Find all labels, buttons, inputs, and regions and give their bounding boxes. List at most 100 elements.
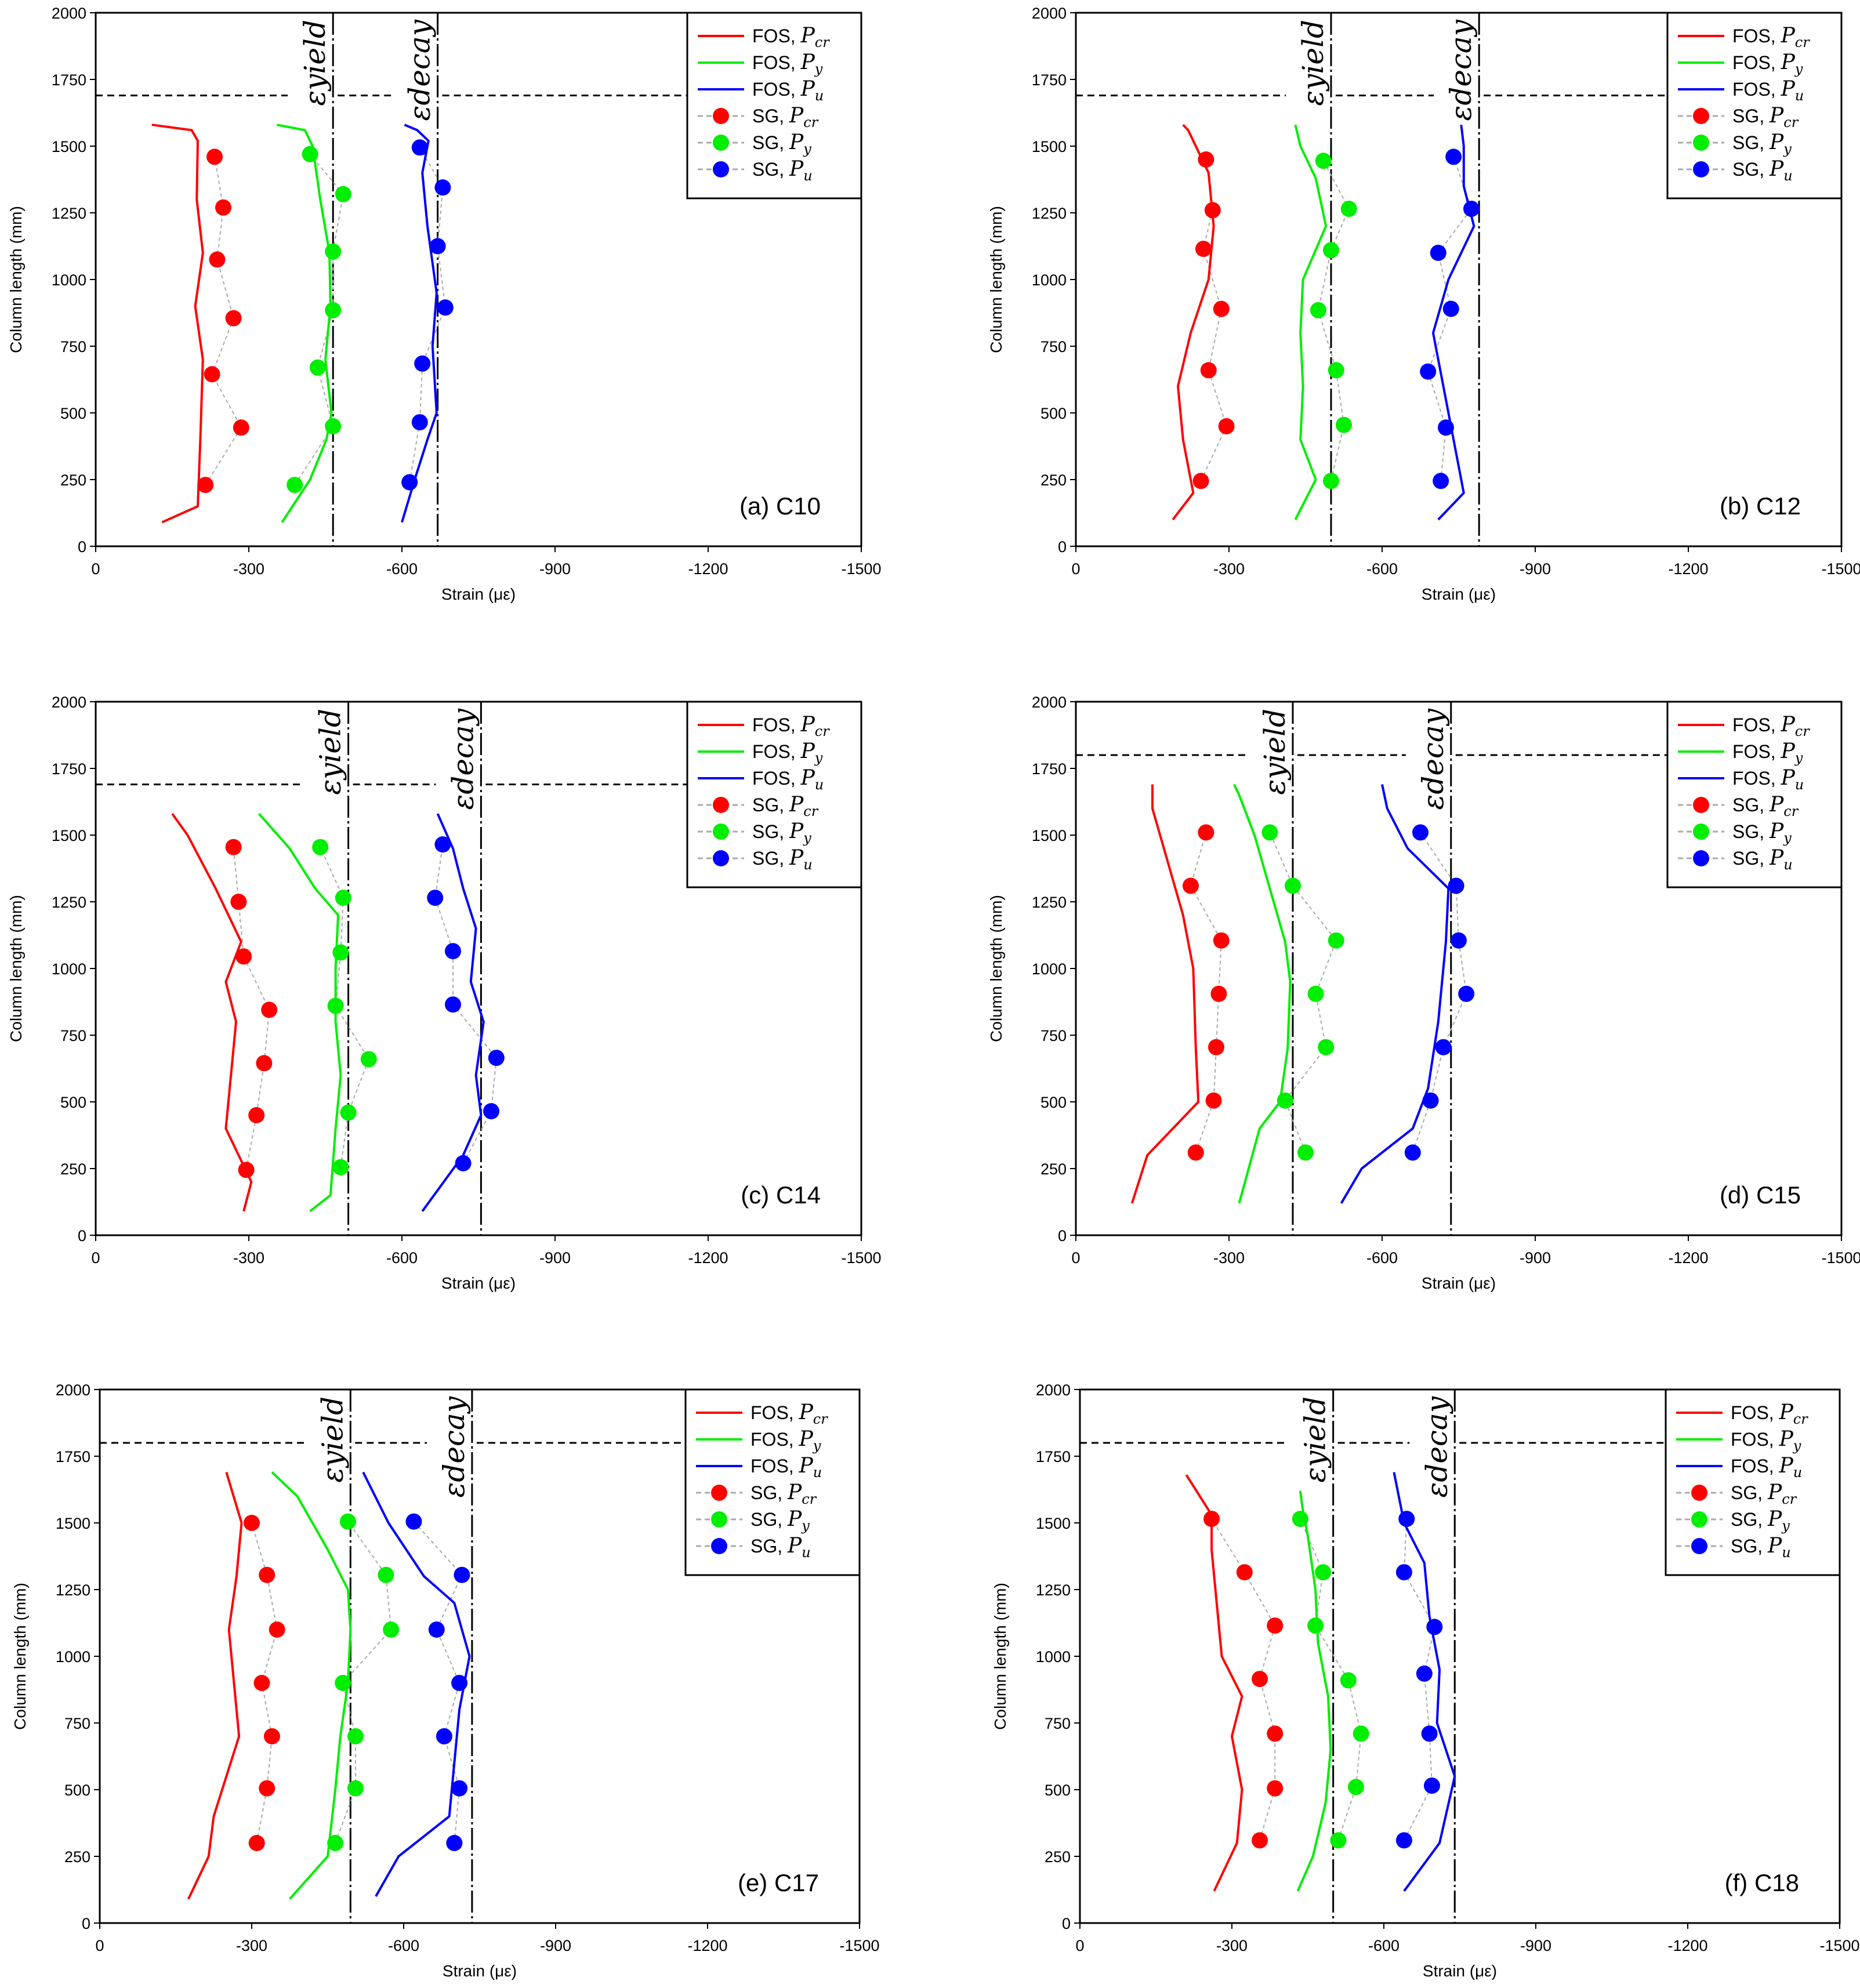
- legend-subscript: cr: [815, 34, 830, 50]
- y-tick-label: 750: [1040, 1027, 1067, 1044]
- eps-decay-label: εdecay: [1420, 1396, 1453, 1497]
- y-tick-label: 1750: [52, 71, 86, 89]
- x-tick-label: 0: [95, 1937, 104, 1954]
- legend-marker-swatch: [713, 161, 729, 177]
- legend-marker-swatch: [711, 1485, 727, 1501]
- panel-label: (b) C12: [1720, 492, 1801, 520]
- sg-point-cr: [1192, 473, 1209, 489]
- legend-symbol: P: [787, 1481, 802, 1504]
- legend-subscript: y: [1794, 750, 1803, 766]
- x-tick-label: -1500: [1821, 1249, 1860, 1267]
- y-tick-label: 1250: [56, 1581, 90, 1599]
- sg-point-y: [1330, 1832, 1347, 1849]
- sg-point-y: [302, 146, 318, 162]
- sg-point-y: [335, 186, 351, 202]
- sg-point-u: [1445, 148, 1462, 165]
- legend-marker-swatch: [1691, 1511, 1707, 1528]
- chart-panel: 0 -300 -600 -900 -1200 -1500 0 250 500 750 1000 125…: [7, 694, 882, 1292]
- legend-symbol: P: [799, 1454, 814, 1478]
- x-axis-label: Strain (με): [1423, 1962, 1497, 1980]
- sg-point-y: [1353, 1725, 1369, 1742]
- sg-point-y: [1261, 824, 1278, 841]
- y-tick-label: 750: [64, 1715, 90, 1732]
- legend-subscript: cr: [1783, 114, 1799, 130]
- legend-symbol: P: [1769, 104, 1784, 128]
- legend-subscript: cr: [1783, 803, 1799, 819]
- sg-point-y: [325, 302, 342, 318]
- legend-label: SG, Pu: [752, 846, 813, 873]
- sg-point-y: [327, 997, 344, 1014]
- legend-symbol: P: [789, 157, 804, 181]
- fos-curve-y: [258, 812, 342, 1213]
- x-tick-label: -1200: [1667, 1937, 1707, 1954]
- legend-subscript: y: [1794, 61, 1803, 77]
- legend-label: FOS, Py: [752, 739, 823, 766]
- y-axis-label: Column length (mm): [987, 895, 1005, 1042]
- x-tick-label: 0: [1071, 560, 1080, 578]
- sg-point-y: [332, 1159, 349, 1176]
- legend-symbol: P: [789, 104, 804, 128]
- sg-point-y: [1336, 416, 1352, 433]
- sg-point-cr: [1204, 202, 1221, 219]
- y-tick-label: 1500: [1032, 138, 1067, 155]
- legend-symbol: P: [1769, 130, 1784, 154]
- sg-point-cr: [1198, 824, 1214, 841]
- sg-point-cr: [233, 419, 249, 436]
- sg-point-u: [429, 238, 446, 255]
- panel-label: (e) C17: [738, 1869, 819, 1896]
- legend-marker-swatch: [1691, 1485, 1707, 1501]
- legend-label: SG, Pu: [750, 1534, 811, 1561]
- sg-point-cr: [1195, 241, 1212, 257]
- x-tick-label: -1500: [1819, 1937, 1859, 1954]
- sg-point-cr: [209, 251, 226, 268]
- legend-subscript: u: [1795, 777, 1804, 793]
- y-tick-label: 750: [60, 1027, 86, 1044]
- x-tick-label: -1200: [1668, 560, 1708, 578]
- legend-marker-swatch: [711, 1538, 727, 1554]
- eps-decay-label: εdecay: [437, 1396, 471, 1497]
- y-tick-label: 1500: [56, 1515, 90, 1532]
- sg-point-y: [335, 890, 351, 906]
- y-tick-label: 1000: [56, 1648, 90, 1666]
- sg-point-y: [325, 418, 342, 434]
- plot-frame: [95, 701, 862, 1236]
- legend-symbol: P: [1769, 793, 1784, 817]
- legend-symbol: P: [789, 819, 804, 843]
- legend-subscript: u: [813, 1464, 822, 1481]
- legend-symbol: P: [1769, 157, 1784, 181]
- sg-point-cr: [1252, 1832, 1268, 1849]
- y-tick-label: 500: [1040, 1094, 1067, 1111]
- legend-label: FOS, Py: [1731, 1427, 1801, 1454]
- y-axis-label: Column length (mm): [7, 206, 25, 353]
- legend-label: FOS, Pu: [752, 766, 824, 793]
- sg-point-u: [488, 1050, 505, 1066]
- sg-point-cr: [1267, 1725, 1283, 1742]
- legend-subscript: u: [1782, 1544, 1790, 1561]
- sg-point-cr: [248, 1835, 265, 1851]
- y-tick-label: 1500: [52, 827, 86, 844]
- x-tick-label: -600: [1366, 1249, 1398, 1267]
- sg-point-u: [411, 139, 428, 156]
- sg-point-u: [483, 1103, 499, 1120]
- y-tick-label: 1250: [52, 205, 86, 222]
- y-axis-label: Column length (mm): [11, 1583, 29, 1730]
- sg-point-u: [437, 299, 454, 316]
- legend-symbol: P: [799, 1401, 814, 1424]
- sg-point-u: [428, 1621, 445, 1638]
- sg-point-u: [1412, 824, 1428, 841]
- legend-label: FOS, Pcr: [752, 24, 830, 50]
- plot-frame: [1075, 701, 1843, 1236]
- fos-curve-cr: [1172, 124, 1215, 521]
- sg-point-y: [1340, 201, 1357, 217]
- sg-point-cr: [1198, 151, 1214, 168]
- legend-subscript: u: [815, 88, 824, 104]
- sg-point-cr: [1183, 877, 1199, 894]
- x-tick-label: 0: [1075, 1937, 1084, 1954]
- fos-curve-y: [271, 1471, 352, 1900]
- sg-point-u: [401, 474, 418, 491]
- chart-panel: 0 -300 -600 -900 -1200 -1500 0 250 500 750 1000 125…: [991, 1381, 1860, 1980]
- legend-label: SG, Py: [752, 130, 811, 157]
- y-tick-label: 0: [78, 538, 86, 556]
- y-tick-label: 1750: [56, 1448, 90, 1465]
- legend-symbol: P: [1781, 77, 1796, 101]
